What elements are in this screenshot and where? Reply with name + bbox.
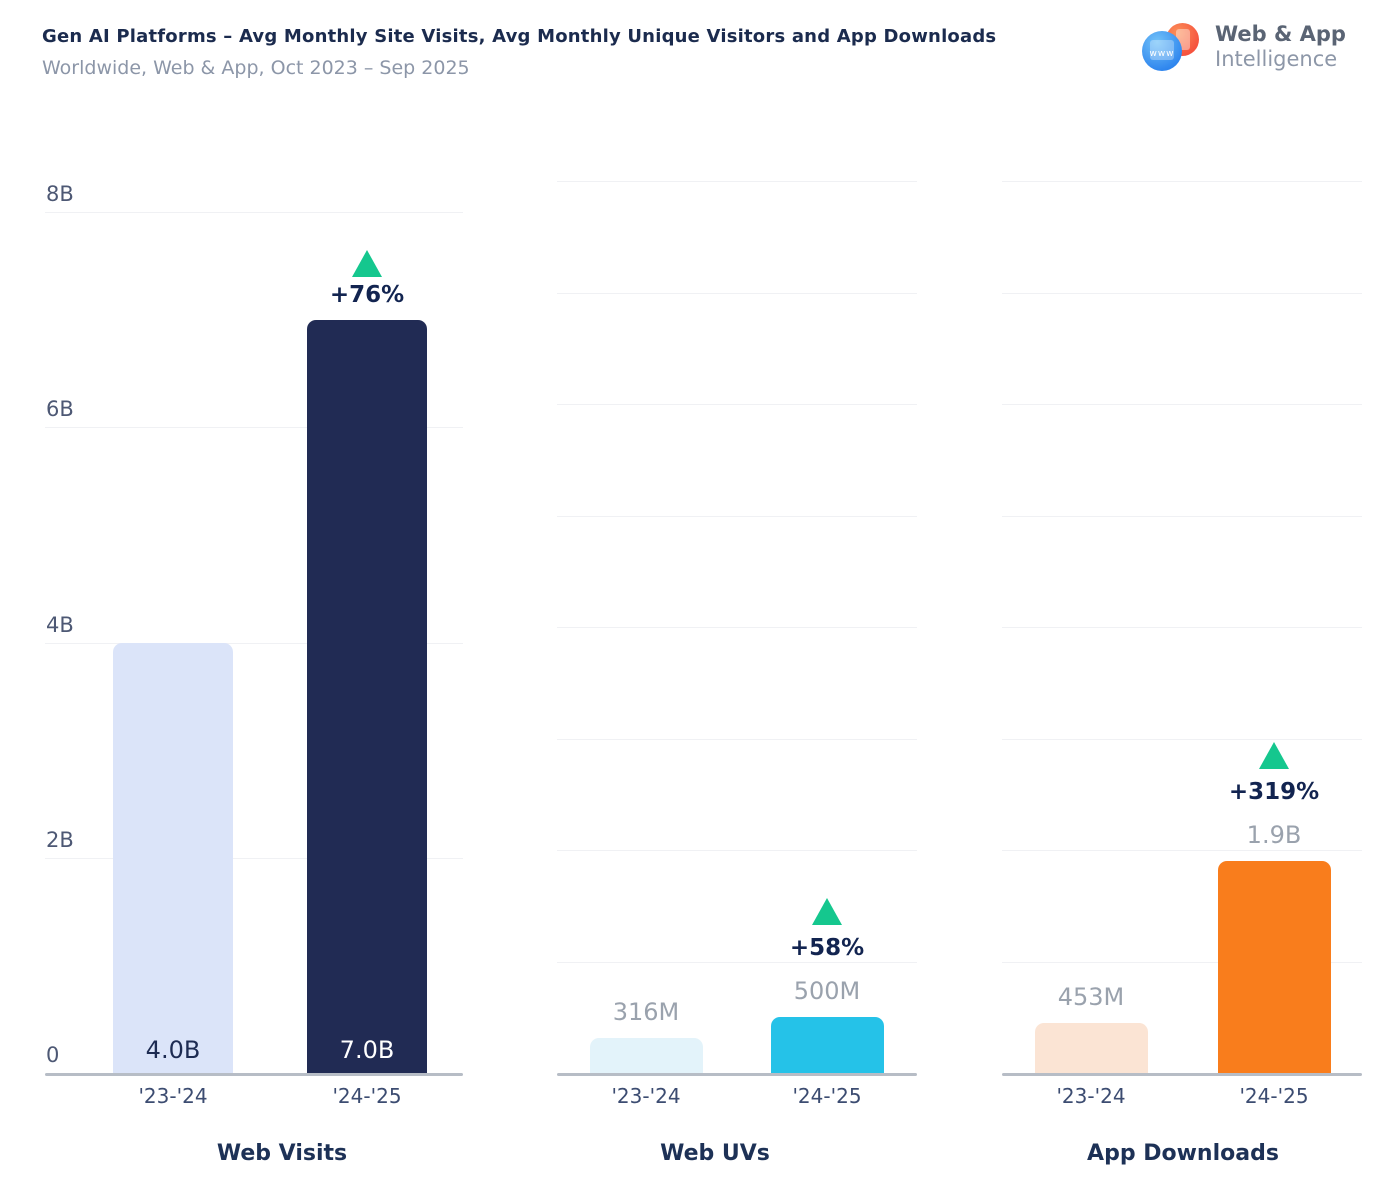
web-circle-icon: www bbox=[1142, 31, 1182, 71]
bar-web-visits-1 bbox=[113, 642, 233, 1073]
gridline bbox=[45, 857, 463, 859]
value-label: 453M bbox=[1057, 982, 1125, 1011]
change-percent-label: +76% bbox=[329, 281, 405, 308]
chart-title-app-downloads: App Downloads bbox=[1087, 1141, 1279, 1166]
y-axis-tick-label: 8B bbox=[46, 182, 74, 206]
gridline bbox=[557, 627, 917, 628]
growth-arrow-icon bbox=[1259, 742, 1289, 770]
browser-glyph-icon bbox=[1150, 40, 1174, 60]
gridline bbox=[45, 642, 463, 644]
x-axis-category-label: '24-'25 bbox=[332, 1084, 402, 1108]
gridline bbox=[45, 212, 463, 213]
gridline bbox=[557, 850, 917, 851]
x-axis-category-label: '24-'25 bbox=[792, 1084, 862, 1108]
gridline bbox=[1002, 292, 1362, 294]
gridline bbox=[557, 181, 917, 182]
gridline bbox=[1002, 515, 1362, 517]
y-axis-tick-label: 0 bbox=[46, 1043, 60, 1067]
gridline bbox=[1002, 738, 1362, 740]
gridline bbox=[45, 427, 463, 429]
logo-subtitle: Intelligence bbox=[1215, 47, 1338, 71]
x-axis-category-label: '23-'24 bbox=[611, 1084, 681, 1108]
bar-app-downloads-1 bbox=[1034, 1022, 1148, 1073]
gridline bbox=[557, 961, 917, 963]
gridline bbox=[1002, 850, 1362, 851]
bar-web-visits-2 bbox=[307, 319, 427, 1073]
logo-text: Web & App Intelligence bbox=[1215, 22, 1346, 72]
brand-logo: www Web & App Intelligence bbox=[1141, 20, 1346, 74]
y-axis-tick-label: 6B bbox=[46, 397, 74, 422]
growth-arrow-icon bbox=[352, 249, 382, 277]
change-percent-label: +58% bbox=[789, 935, 865, 962]
gridline bbox=[557, 404, 917, 405]
bar-web-uvs-2 bbox=[770, 1017, 884, 1074]
chart-title-web-visits: Web Visits bbox=[216, 1141, 348, 1166]
chart-title-web-uvs: Web UVs bbox=[660, 1141, 770, 1166]
gridline bbox=[557, 738, 917, 740]
page-subtitle: Worldwide, Web & App, Oct 2023 – Sep 202… bbox=[42, 57, 470, 79]
www-text: www bbox=[1149, 49, 1175, 59]
x-axis-line bbox=[1002, 1073, 1362, 1076]
gridline bbox=[557, 292, 917, 294]
y-axis-tick-label: 4B bbox=[46, 612, 74, 637]
bar-app-downloads-2 bbox=[1217, 861, 1331, 1073]
gridline bbox=[1002, 404, 1362, 405]
value-label: 7.0B bbox=[339, 1036, 395, 1064]
growth-arrow-icon bbox=[812, 898, 842, 926]
x-axis-category-label: '24-'25 bbox=[1239, 1084, 1309, 1108]
bar-web-uvs-1 bbox=[589, 1037, 703, 1073]
web-and-app-logo-icon: www bbox=[1141, 20, 1203, 74]
x-axis-category-label: '23-'24 bbox=[1056, 1084, 1126, 1108]
gridline bbox=[557, 515, 917, 517]
gridline bbox=[1002, 181, 1362, 182]
change-percent-label: +319% bbox=[1228, 779, 1320, 806]
x-axis-line bbox=[557, 1073, 917, 1076]
value-label: 500M bbox=[793, 977, 861, 1006]
logo-title: Web & App bbox=[1215, 22, 1346, 46]
gridline bbox=[1002, 961, 1362, 963]
gridline bbox=[1002, 627, 1362, 628]
y-axis-tick-label: 2B bbox=[46, 827, 74, 852]
x-axis-category-label: '23-'24 bbox=[138, 1084, 208, 1108]
value-label: 1.9B bbox=[1246, 821, 1302, 850]
value-label: 316M bbox=[612, 997, 680, 1026]
value-label: 4.0B bbox=[145, 1036, 201, 1064]
page-title: Gen AI Platforms – Avg Monthly Site Visi… bbox=[42, 26, 997, 47]
x-axis-line bbox=[45, 1073, 463, 1076]
